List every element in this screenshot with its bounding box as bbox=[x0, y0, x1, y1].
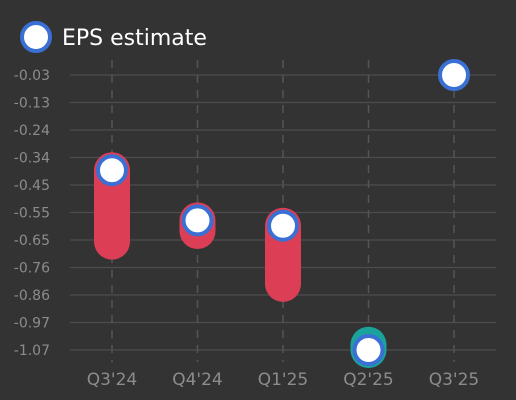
y-tick-label: -0.13 bbox=[14, 96, 50, 112]
estimate-points bbox=[96, 59, 470, 366]
estimate-point bbox=[96, 154, 128, 187]
y-axis: -0.03 -0.13 -0.24 -0.34 -0.45 -0.55 -0.65 -0.76… bbox=[14, 68, 50, 359]
x-tick-label: Q4'24 bbox=[172, 370, 223, 390]
y-tick-label: -0.86 bbox=[14, 288, 50, 304]
estimate-point bbox=[267, 209, 299, 242]
y-tick-label: -0.24 bbox=[14, 123, 50, 139]
y-tick-label: -0.45 bbox=[14, 178, 50, 194]
x-tick-label: Q2'25 bbox=[343, 370, 394, 390]
y-tick-label: -0.97 bbox=[14, 316, 50, 332]
y-tick-label: -0.34 bbox=[14, 151, 50, 167]
x-tick-label: Q3'24 bbox=[87, 370, 138, 390]
estimate-point bbox=[438, 59, 470, 91]
estimate-point bbox=[352, 334, 385, 366]
y-tick-label: -0.65 bbox=[14, 233, 50, 249]
legend-label: EPS estimate bbox=[62, 26, 207, 51]
y-tick-label: -0.03 bbox=[14, 68, 50, 84]
x-tick-label: Q3'25 bbox=[429, 370, 480, 390]
x-axis: Q3'24 Q4'24 Q1'25 Q2'25 Q3'25 bbox=[87, 370, 480, 390]
x-tick-label: Q1'25 bbox=[258, 370, 309, 390]
estimate-point bbox=[181, 204, 214, 237]
legend: EPS estimate bbox=[20, 21, 207, 53]
y-tick-label: -0.76 bbox=[14, 261, 50, 277]
y-tick-label: -0.55 bbox=[14, 206, 50, 222]
y-tick-label: -1.07 bbox=[14, 343, 50, 359]
legend-marker bbox=[20, 21, 52, 53]
